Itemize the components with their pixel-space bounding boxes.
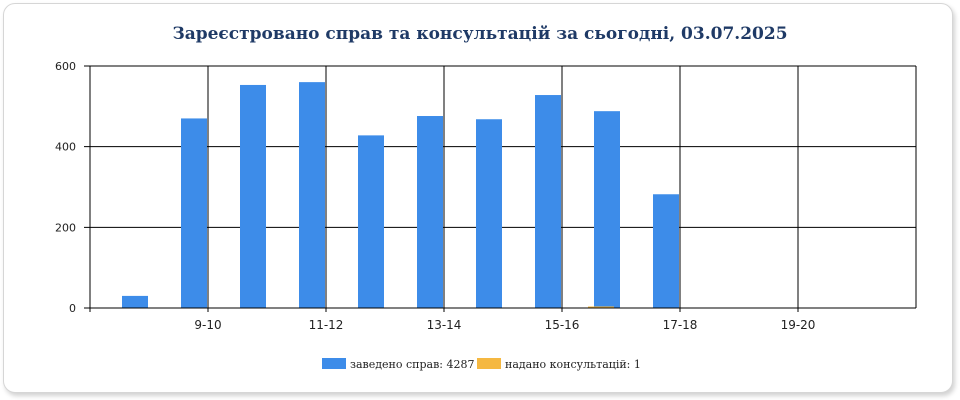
bar — [594, 111, 620, 308]
y-tick-label: 400 — [55, 141, 76, 154]
chart-title: Зареєстровано справ та консультацій за с… — [172, 24, 788, 44]
legend: заведено справ: 4287 надано консультацій:… — [322, 358, 641, 371]
bars — [122, 82, 679, 309]
bar — [535, 95, 561, 308]
y-axis-ticks: 0 200 400 600 — [55, 60, 76, 315]
y-tick-label: 200 — [55, 221, 76, 234]
x-tick-label: 19-20 — [781, 318, 816, 332]
bar — [653, 194, 679, 308]
legend-label: заведено справ: 4287 — [350, 358, 474, 371]
bar — [299, 82, 325, 308]
bar — [122, 295, 148, 308]
x-tick-label: 9-10 — [194, 318, 221, 332]
bar — [240, 84, 266, 308]
bar — [476, 119, 502, 309]
bar — [588, 306, 614, 308]
legend-label: надано консультацій: 1 — [505, 358, 641, 371]
x-tick-label: 11-12 — [309, 318, 344, 332]
axes — [84, 65, 917, 312]
y-tick-label: 600 — [55, 60, 76, 73]
x-tick-label: 17-18 — [663, 318, 698, 332]
x-axis-ticks: 9-10 11-12 13-14 15-16 17-18 19-20 — [194, 318, 815, 332]
x-tick-label: 13-14 — [427, 318, 462, 332]
bar — [181, 118, 207, 308]
y-tick-label: 0 — [69, 302, 76, 315]
bar — [358, 135, 384, 308]
legend-swatch — [322, 358, 346, 369]
legend-swatch — [477, 358, 501, 369]
bar — [417, 116, 443, 308]
x-tick-label: 15-16 — [545, 318, 580, 332]
